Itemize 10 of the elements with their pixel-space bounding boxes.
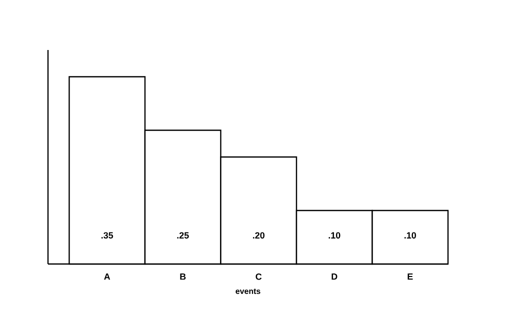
x-tick-label: A — [104, 273, 110, 280]
x-tick-label: B — [180, 273, 186, 280]
data-label: .25 — [177, 232, 189, 239]
data-label: .35 — [101, 232, 114, 239]
data-label: .20 — [252, 232, 264, 239]
data-label: .10 — [328, 232, 340, 239]
x-tick-label: C — [256, 273, 262, 280]
x-tick-label: E — [408, 273, 413, 280]
x-tick-label: D — [332, 273, 338, 280]
data-label: .10 — [404, 232, 416, 239]
